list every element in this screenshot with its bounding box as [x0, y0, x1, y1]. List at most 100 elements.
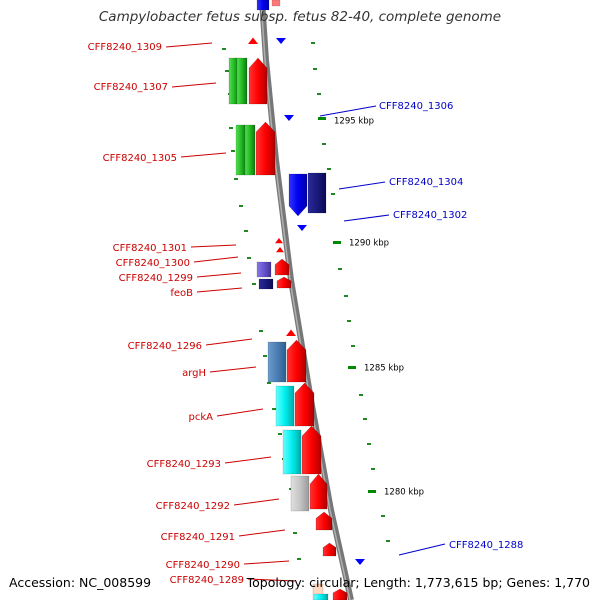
gene-forward-strand: [256, 261, 272, 278]
gene-label[interactable]: CFF8240_1305: [103, 153, 177, 164]
gene-rna-track: [235, 124, 247, 176]
label-leader-line: [190, 244, 237, 248]
tick-mark: [317, 93, 321, 95]
gene-forward-strand: [290, 475, 310, 512]
gene-forward-strand: [271, 0, 281, 7]
tick-mark: [327, 168, 331, 170]
gene-label[interactable]: CFF8240_1291: [161, 532, 235, 543]
gene-label[interactable]: CFF8240_1290: [166, 560, 240, 571]
gene-forward-strand: [275, 385, 295, 427]
tick-mark: [272, 408, 276, 410]
gene-label[interactable]: CFF8240_1301: [113, 243, 187, 254]
tick-mark: [311, 42, 315, 44]
gene-label[interactable]: CFF8240_1288: [449, 540, 523, 551]
tick-mark: [234, 178, 238, 180]
tick-mark: [344, 295, 348, 297]
label-leader-line: [338, 181, 386, 190]
gene-reverse-strand: [256, 0, 270, 11]
tick-mark: [259, 330, 263, 332]
label-leader-line: [243, 560, 290, 565]
tick-mark: [252, 283, 256, 285]
genome-backbone: [259, 0, 354, 600]
gene-label[interactable]: CFF8240_1309: [88, 42, 162, 53]
gene-label[interactable]: pckA: [189, 412, 214, 423]
genome-summary-text: Topology: circular; Length: 1,773,615 bp…: [246, 575, 590, 590]
gene-reverse-strand-small: [297, 225, 307, 231]
label-leader-line: [205, 338, 253, 346]
tick-mark: [359, 394, 363, 396]
ruler-label: 1290 kbp: [349, 239, 389, 249]
map-title: Campylobacter fetus subsp. fetus 82-40, …: [98, 9, 502, 25]
label-leader-line: [224, 456, 272, 464]
label-leader-line: [247, 578, 296, 582]
gene-forward-strand: [276, 276, 292, 289]
ruler-label: 1285 kbp: [364, 364, 404, 374]
gene-forward-strand: [294, 382, 315, 427]
genes-layer: [228, 0, 365, 600]
tick-mark: [381, 515, 385, 517]
gene-reverse-strand-small: [284, 115, 294, 121]
label-leader-line: [343, 214, 390, 222]
label-leader-line: [196, 287, 243, 293]
label-leader-line: [233, 498, 280, 506]
ruler-major-tick: [368, 490, 376, 493]
label-leader-line: [319, 105, 377, 117]
gene-label[interactable]: CFF8240_1293: [147, 459, 221, 470]
label-leader-line: [398, 543, 446, 556]
gene-forward-strand: [313, 593, 329, 600]
ruler-layer: 1295 kbp 1290 kbp 1285 kbp 1280 kbp: [318, 117, 424, 498]
tick-mark: [239, 205, 243, 207]
genome-backbone-highlight: [260, 0, 351, 600]
tick-mark: [225, 70, 229, 72]
gene-forward-strand: [248, 57, 268, 105]
tick-mark: [267, 382, 271, 384]
tick-mark: [293, 532, 297, 534]
tick-mark: [231, 150, 235, 152]
tick-mark: [297, 558, 301, 560]
gene-label[interactable]: CFF8240_1302: [393, 210, 467, 221]
gene-forward-strand-small: [276, 247, 284, 253]
gene-label[interactable]: CFF8240_1307: [94, 82, 168, 93]
gene-forward-strand: [258, 278, 274, 290]
label-leader-line: [165, 42, 213, 48]
gene-label[interactable]: CFF8240_1289: [170, 575, 244, 586]
gene-label[interactable]: CFF8240_1300: [116, 258, 190, 269]
gene-forward-strand: [286, 339, 307, 383]
gene-forward-strand-small: [248, 37, 258, 44]
gene-forward-strand: [282, 429, 302, 475]
gene-rna-track: [236, 57, 248, 105]
gene-forward-strand: [267, 341, 287, 383]
tick-mark: [351, 345, 355, 347]
gene-reverse-strand: [307, 172, 327, 214]
tick-mark: [363, 418, 367, 420]
gene-forward-strand: [312, 583, 324, 600]
gene-label[interactable]: CFF8240_1299: [119, 273, 193, 284]
gene-rna-track: [244, 124, 256, 176]
gene-reverse-strand: [288, 173, 308, 217]
label-leader-line: [216, 408, 264, 417]
label-leader-line: [238, 529, 286, 537]
ruler-label: 1295 kbp: [334, 117, 374, 127]
tick-mark: [338, 268, 342, 270]
gene-label[interactable]: feoB: [170, 288, 193, 299]
tick-mark: [222, 48, 226, 50]
gene-label[interactable]: CFF8240_1296: [128, 341, 202, 352]
gene-labels-layer: CFF8240_1309 CFF8240_1307 CFF8240_1306 CFF8…: [88, 42, 524, 586]
backbone-layer: [259, 0, 354, 600]
gene-label[interactable]: CFF8240_1292: [156, 501, 230, 512]
gene-forward-strand-small: [275, 238, 283, 244]
gene-forward-strand: [309, 473, 328, 510]
gene-label[interactable]: CFF8240_1306: [379, 101, 453, 112]
ruler-major-tick: [318, 117, 326, 120]
gene-label[interactable]: argH: [182, 368, 206, 379]
tick-mark: [386, 540, 390, 542]
gene-label[interactable]: CFF8240_1304: [389, 177, 463, 188]
tick-mark: [331, 193, 335, 195]
gene-reverse-strand-small: [355, 559, 365, 565]
tick-mark: [229, 127, 233, 129]
accession-text: Accession: NC_008599: [9, 575, 152, 590]
tick-mark: [313, 68, 317, 70]
gene-forward-strand-small: [286, 329, 296, 336]
tick-mark: [322, 143, 326, 145]
